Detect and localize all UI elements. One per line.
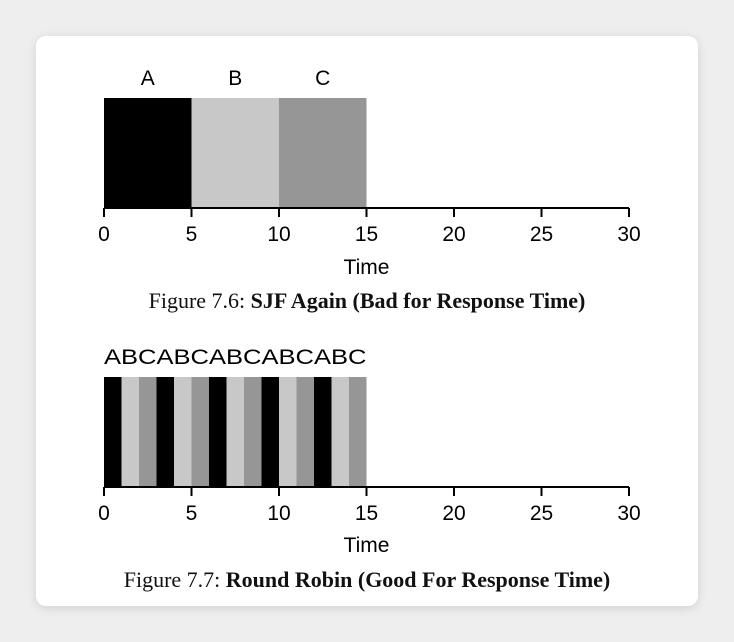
x-tick-label: 30	[617, 223, 640, 246]
time-slice-c	[349, 377, 367, 487]
time-slice-b	[174, 377, 192, 487]
time-slice-a	[156, 377, 174, 487]
job-label-a: A	[141, 67, 155, 90]
job-bar-a	[104, 98, 192, 208]
time-slice-b	[331, 377, 349, 487]
job-bar-b	[191, 98, 279, 208]
round-robin-chart: ABCABCABCABCABC 0 5 10 15 20 25 30 Time	[98, 346, 641, 557]
job-bar-c	[279, 98, 367, 208]
slice-sequence-label: ABCABCABCABCABC	[104, 346, 367, 369]
x-tick-label: 10	[267, 502, 290, 525]
time-slice-b	[279, 377, 297, 487]
x-tick-label: 0	[98, 502, 110, 525]
job-label-b: B	[228, 67, 242, 90]
job-label-c: C	[315, 67, 330, 90]
time-slice-c	[191, 377, 209, 487]
x-tick-label: 20	[442, 502, 465, 525]
time-slice-a	[261, 377, 279, 487]
x-tick-label: 25	[530, 502, 553, 525]
x-tick-label: 20	[442, 223, 465, 246]
time-slice-b	[226, 377, 244, 487]
x-tick-label: 25	[530, 223, 553, 246]
x-tick-label: 10	[267, 223, 290, 246]
time-slice-a	[209, 377, 227, 487]
time-slice-c	[139, 377, 157, 487]
sjf-chart: A B C 0 5 10 15 20 25 30 Time	[98, 67, 641, 279]
x-tick-label: 30	[617, 502, 640, 525]
x-axis-label: Time	[344, 534, 390, 557]
figure-caption-7-6: Figure 7.6: SJF Again (Bad for Response …	[0, 288, 734, 314]
figure-caption-7-7: Figure 7.7: Round Robin (Good For Respon…	[0, 567, 734, 593]
time-slice-a	[104, 377, 122, 487]
caption-prefix: Figure 7.6:	[148, 288, 246, 313]
x-tick-label: 0	[98, 223, 110, 246]
x-axis-label: Time	[344, 256, 390, 279]
x-tick-label: 5	[186, 502, 198, 525]
caption-title: Round Robin (Good For Response Time)	[225, 567, 611, 592]
x-tick-label: 15	[355, 223, 378, 246]
caption-title: SJF Again (Bad for Response Time)	[250, 288, 586, 313]
time-slice-b	[121, 377, 139, 487]
time-slice-c	[296, 377, 314, 487]
time-slice-a	[314, 377, 332, 487]
caption-prefix: Figure 7.7:	[123, 567, 221, 592]
time-slice-c	[244, 377, 262, 487]
x-tick-label: 15	[355, 502, 378, 525]
x-tick-label: 5	[186, 223, 198, 246]
